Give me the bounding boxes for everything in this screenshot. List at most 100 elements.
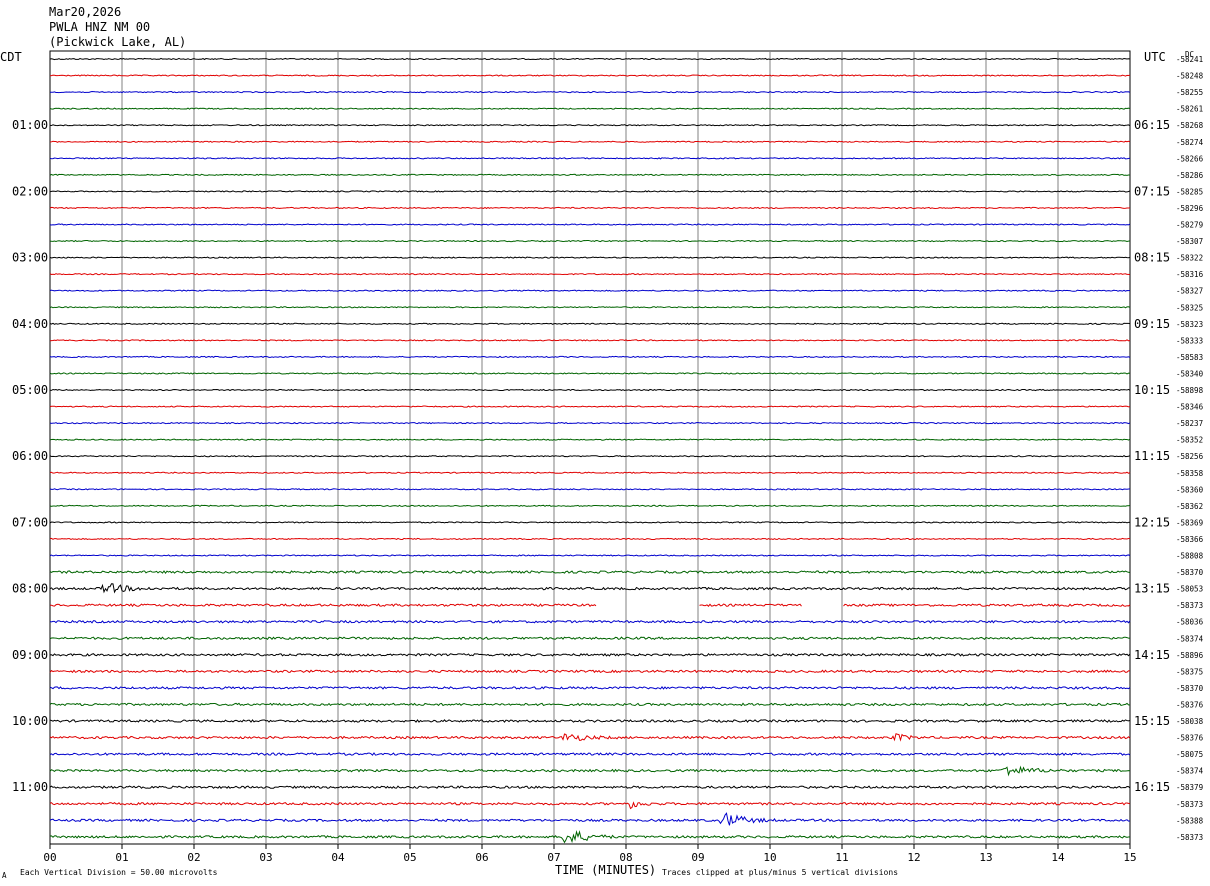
x-tick-label: 12	[907, 851, 920, 864]
dc-offset-label: -58340	[1176, 369, 1204, 378]
trace-33	[49, 603, 1131, 608]
x-tick-label: 01	[115, 851, 128, 864]
dc-offset-label: -58261	[1176, 105, 1203, 114]
header-date: Mar20,2026	[49, 5, 121, 19]
dc-offset-label: -58373	[1176, 833, 1203, 842]
hour-label-left: 02:00	[12, 184, 48, 198]
x-tick-label: 13	[979, 851, 992, 864]
x-tick-label: 07	[547, 851, 560, 864]
trace-37	[49, 669, 1131, 674]
dc-offset-label: -58285	[1176, 187, 1203, 196]
header-location: (Pickwick Lake, AL)	[49, 35, 186, 49]
trace-26	[49, 488, 1131, 491]
x-tick-label: 00	[43, 851, 56, 864]
dc-offset-label: -58583	[1176, 353, 1203, 362]
x-axis-ticks: 00 01 02 03 04 05 06 07 08 09 10 11 12 13 14 15	[43, 844, 1137, 864]
dc-label: DC	[1185, 50, 1194, 59]
x-tick-label: 15	[1123, 851, 1136, 864]
dc-offset-label: -58248	[1176, 72, 1204, 81]
trace-35	[49, 636, 1131, 641]
trace-41	[49, 733, 1131, 742]
dc-offset-label: -58322	[1176, 254, 1203, 263]
trace-4	[49, 124, 1131, 127]
plot-frame	[49, 50, 1131, 845]
hour-label-left: 03:00	[12, 251, 48, 265]
x-tick-label: 04	[331, 851, 345, 864]
trace-40	[49, 719, 1131, 723]
trace-5	[49, 140, 1131, 143]
trace-19	[49, 372, 1131, 375]
dc-offset-label: -58370	[1176, 568, 1204, 577]
dc-offset-label: -58279	[1176, 221, 1203, 230]
dc-offset-label: -58358	[1176, 469, 1204, 478]
trace-1	[49, 74, 1131, 77]
dc-offset-label: -58360	[1176, 485, 1204, 494]
hour-label-right: 07:15	[1134, 184, 1170, 198]
corner-mark: A	[2, 871, 7, 880]
hour-labels-right: 06:15 07:15 08:15 09:15 10:15 11:15 12:15 13:15…	[1134, 118, 1170, 794]
hour-label-right: 14:15	[1134, 648, 1170, 662]
dc-offset-label: -58053	[1176, 585, 1203, 594]
dc-offset-label: -58366	[1176, 535, 1204, 544]
dc-offset-label: -58316	[1176, 270, 1204, 279]
right-timezone-label: UTC	[1144, 50, 1166, 64]
dc-offset-label: -58898	[1176, 386, 1204, 395]
trace-24	[49, 455, 1131, 458]
trace-38	[49, 686, 1131, 690]
dc-offset-label: -58370	[1176, 684, 1204, 693]
trace-34	[49, 619, 1131, 624]
hour-label-right: 12:15	[1134, 515, 1170, 529]
trace-46	[49, 812, 1131, 826]
dc-offset-label: -58379	[1176, 783, 1203, 792]
dc-offset-label: -58369	[1176, 518, 1203, 527]
hour-label-left: 05:00	[12, 383, 48, 397]
trace-8	[49, 190, 1131, 193]
dc-offset-label: -58362	[1176, 502, 1203, 511]
x-tick-label: 08	[619, 851, 632, 864]
hour-label-left: 06:00	[12, 449, 48, 463]
hour-label-right: 08:15	[1134, 251, 1170, 265]
trace-36	[49, 652, 1131, 657]
clip-note: Traces clipped at plus/minus 5 vertical …	[662, 868, 898, 877]
trace-47	[49, 829, 1131, 844]
dc-offset-label: -58375	[1176, 667, 1203, 676]
x-tick-label: 09	[691, 851, 704, 864]
dc-offset-label: -58274	[1176, 138, 1204, 147]
x-tick-label: 06	[475, 851, 488, 864]
dc-offset-label: -58296	[1176, 204, 1204, 213]
x-tick-label: 05	[403, 851, 416, 864]
x-tick-label: 10	[763, 851, 776, 864]
dc-offset-label: -58352	[1176, 436, 1203, 445]
hour-labels-left: 01:00 02:00 03:00 04:00 05:00 06:00 07:00 08:00…	[12, 118, 48, 794]
dc-offset-label: -58374	[1176, 767, 1204, 776]
trace-18	[49, 355, 1131, 359]
dc-offset-label: -58036	[1176, 618, 1204, 627]
dc-offset-label: -58374	[1176, 634, 1204, 643]
hour-label-right: 13:15	[1134, 582, 1170, 596]
hour-label-left: 10:00	[12, 714, 48, 728]
trace-7	[49, 173, 1131, 176]
trace-20	[49, 388, 1131, 392]
trace-44	[49, 785, 1131, 790]
trace-22	[49, 421, 1131, 425]
x-tick-label: 03	[259, 851, 272, 864]
dc-offset-label: -58323	[1176, 320, 1203, 329]
trace-31	[49, 570, 1131, 574]
dc-offset-label: -58373	[1176, 601, 1203, 610]
dc-offset-label: -58241	[1176, 55, 1203, 64]
trace-15	[49, 306, 1131, 309]
trace-21	[49, 405, 1131, 408]
dc-offset-label: -58896	[1176, 651, 1204, 660]
trace-13	[49, 272, 1131, 276]
x-tick-label: 11	[835, 851, 848, 864]
hour-label-left: 07:00	[12, 515, 48, 529]
dc-offset-label: -58286	[1176, 171, 1204, 180]
scale-note: Each Vertical Division = 50.00 microvolt…	[20, 868, 218, 877]
hour-label-right: 11:15	[1134, 449, 1170, 463]
dc-offset-label: -58376	[1176, 700, 1204, 709]
trace-16	[49, 322, 1131, 325]
dc-offset-label: -58038	[1176, 717, 1204, 726]
dc-offset-label: -58376	[1176, 734, 1204, 743]
trace-9	[49, 206, 1131, 210]
